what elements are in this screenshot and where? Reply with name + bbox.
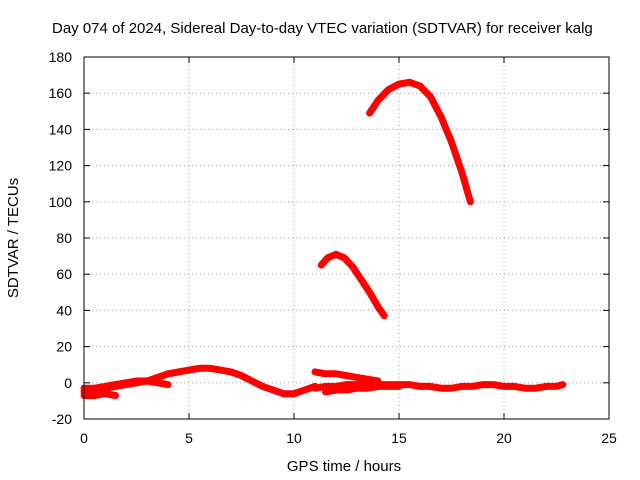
y-tick-label: 160 — [49, 85, 73, 101]
y-axis-label: SDTVAR / TECUs — [5, 178, 22, 298]
series-line-arc-baseline-f — [322, 382, 403, 396]
series-line-arc-peak-70 — [317, 250, 388, 320]
x-tick-label: 15 — [391, 430, 407, 446]
x-tick-label: 20 — [496, 430, 512, 446]
y-tick-label: 180 — [49, 49, 73, 65]
y-tick-label: 120 — [49, 158, 73, 174]
y-tick-label: 20 — [56, 339, 72, 355]
series-line-arc-peak-166 — [366, 78, 474, 206]
data-series-group — [80, 78, 567, 399]
series-line-arc-baseline-b — [80, 377, 172, 392]
y-tick-label: 100 — [49, 194, 73, 210]
y-tick-label: 40 — [56, 302, 72, 318]
y-tick-label: 60 — [56, 266, 72, 282]
chart-title: Day 074 of 2024, Sidereal Day-to-day VTE… — [52, 20, 593, 37]
y-tick-label: 80 — [56, 230, 72, 246]
series-line-arc-baseline-d — [311, 381, 567, 392]
series-line-arc-baseline-e — [311, 368, 382, 385]
axis-ticks: 0 5 10 15 20 25 -20 0 20 40 60 80 100 120 140 160 180 — [49, 49, 617, 446]
x-axis-label: GPS time / hours — [287, 458, 401, 475]
x-tick-label: 5 — [185, 430, 193, 446]
series-line-arc-baseline-c — [80, 390, 119, 399]
x-tick-label: 25 — [601, 430, 617, 446]
x-tick-label: 10 — [286, 430, 302, 446]
x-tick-label: 0 — [80, 430, 88, 446]
y-tick-label: 0 — [64, 375, 72, 391]
y-tick-label: -20 — [52, 411, 72, 427]
grid-lines — [84, 57, 609, 419]
y-tick-label: 140 — [49, 121, 73, 137]
